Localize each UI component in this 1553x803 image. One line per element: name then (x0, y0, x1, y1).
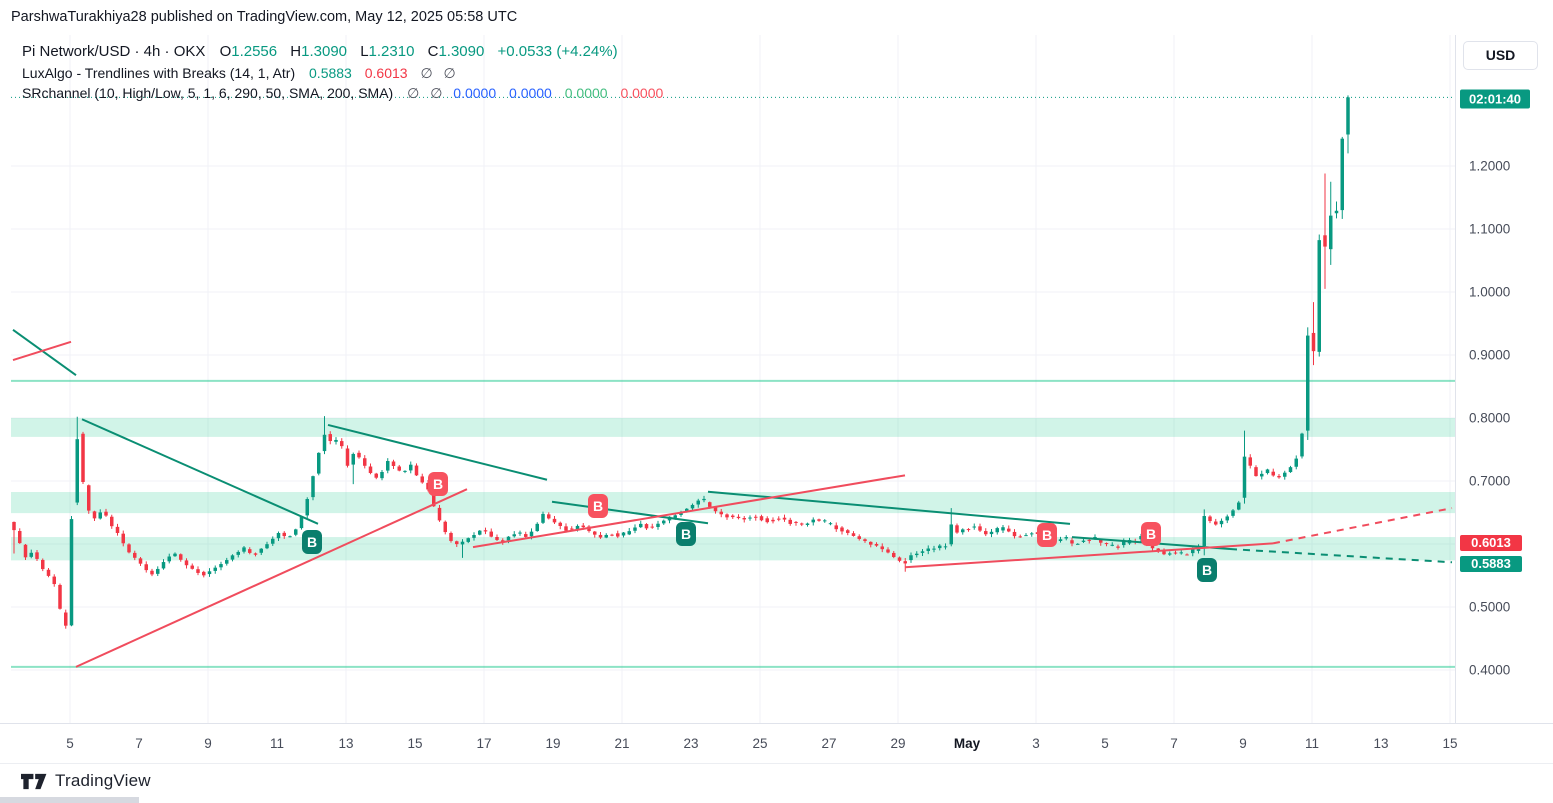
indicator-price-badge: 0.5883 (1460, 556, 1522, 572)
chart-legend: Pi Network/USD · 4h · OKX O1.2556 H1.309… (22, 42, 672, 104)
time-axis-label: 27 (821, 736, 837, 751)
time-axis-label: 7 (135, 736, 143, 751)
price-axis-label: 0.4000 (1469, 662, 1511, 678)
srchannel-empty-value-1: ∅ (407, 85, 420, 101)
time-axis-label: 23 (683, 736, 699, 751)
luxalgo-upper-value: 0.6013 (364, 64, 408, 81)
time-axis-label: 7 (1170, 736, 1178, 751)
trendline-break-label-bull: B (302, 530, 322, 554)
price-axis-label: 1.1000 (1469, 221, 1511, 237)
price-axis-label: 0.7000 (1469, 473, 1511, 489)
time-axis-label: 29 (890, 736, 906, 751)
chart-pan-surface[interactable] (11, 35, 1455, 723)
trendline-break-label-bear: B (1037, 523, 1057, 547)
trendline-break-label-bear: B (588, 494, 608, 518)
time-axis-label: 15 (407, 736, 423, 751)
srchannel-empty-value-2: ∅ (430, 85, 443, 101)
time-axis-label: 25 (752, 736, 768, 751)
price-axis-label: 1.0000 (1469, 284, 1511, 300)
legend-symbol-row[interactable]: Pi Network/USD · 4h · OKX O1.2556 H1.309… (22, 42, 672, 63)
time-axis-label: 9 (204, 736, 212, 751)
srchannel-zero-4: 0.0000 (620, 85, 664, 101)
price-axis-label: 0.5000 (1469, 599, 1511, 615)
legend-indicator-row-luxalgo[interactable]: LuxAlgo - Trendlines with Breaks (14, 1,… (22, 63, 672, 84)
published-bar: ParshwaTurakhiya28 published on TradingV… (11, 0, 517, 34)
trendline-break-label-bull: B (676, 522, 696, 546)
scrollbar-remnant (0, 797, 139, 803)
currency-button[interactable]: USD (1463, 41, 1538, 70)
high-value: 1.3090 (301, 43, 348, 60)
close-label: C (427, 43, 439, 60)
trendline-break-label-bear: B (1141, 522, 1161, 546)
time-axis-label: 5 (66, 736, 74, 751)
low-value: 1.2310 (368, 43, 415, 60)
countdown-badge: 02:01:40 (1460, 89, 1530, 109)
time-axis-label: 13 (338, 736, 354, 751)
time-axis-label: 3 (1032, 736, 1040, 751)
tradingview-logo-text: TradingView (55, 771, 151, 790)
low-label: L (360, 43, 369, 60)
price-axis-label: 1.2000 (1469, 158, 1511, 174)
legend-indicator-row-srchannel[interactable]: SRchannel (10, High/Low, 5, 1, 6, 290, 5… (22, 83, 672, 104)
tradingview-attribution[interactable]: TradingView (21, 768, 151, 794)
time-axis-label: 13 (1373, 736, 1389, 751)
price-axis-label: 0.8000 (1469, 410, 1511, 426)
time-axis-label: 21 (614, 736, 630, 751)
time-axis-label: 19 (545, 736, 561, 751)
srchannel-zero-2: 0.0000 (509, 85, 552, 101)
luxalgo-lower-value: 0.5883 (309, 64, 352, 81)
trendline-break-label-bear: B (428, 472, 448, 496)
time-axis-label: 11 (1304, 736, 1320, 751)
time-axis[interactable]: 5 7 9 11 13 15 17 19 21 23 25 27 29 May 3 5 7 9 11 13 15 (0, 723, 1553, 764)
luxalgo-empty-value-2: ∅ (443, 64, 456, 81)
time-axis-label: 5 (1101, 736, 1109, 751)
srchannel-zero-1: 0.0000 (453, 85, 497, 101)
change-value: +0.0533 (+4.24%) (497, 43, 618, 60)
time-axis-label: May (953, 736, 981, 751)
price-axis-label: 0.9000 (1469, 347, 1511, 363)
time-axis-label: 9 (1239, 736, 1247, 751)
srchannel-zero-3: 0.0000 (564, 85, 608, 101)
time-axis-label: 15 (1442, 736, 1458, 751)
high-label: H (290, 43, 302, 60)
time-axis-label: 17 (476, 736, 492, 751)
published-text: ParshwaTurakhiya28 published on TradingV… (11, 9, 518, 25)
trendline-break-label-bull: B (1197, 558, 1217, 582)
price-axis[interactable]: USD 02:01:40 0.40000.50000.60000.70000.8… (1455, 35, 1553, 723)
open-label: O (219, 43, 232, 60)
tradingview-logo-icon (21, 773, 47, 789)
time-axis-label: 11 (269, 736, 285, 751)
close-value: 1.3090 (438, 43, 485, 60)
indicator-title-luxalgo: LuxAlgo - Trendlines with Breaks (14, 1,… (22, 64, 296, 81)
open-value: 1.2556 (231, 43, 278, 60)
symbol-title: Pi Network/USD · 4h · OKX (22, 43, 206, 60)
luxalgo-empty-value-1: ∅ (420, 64, 433, 81)
indicator-price-badge: 0.6013 (1460, 535, 1522, 551)
indicator-title-srchannel: SRchannel (10, High/Low, 5, 1, 6, 290, 5… (22, 85, 394, 101)
